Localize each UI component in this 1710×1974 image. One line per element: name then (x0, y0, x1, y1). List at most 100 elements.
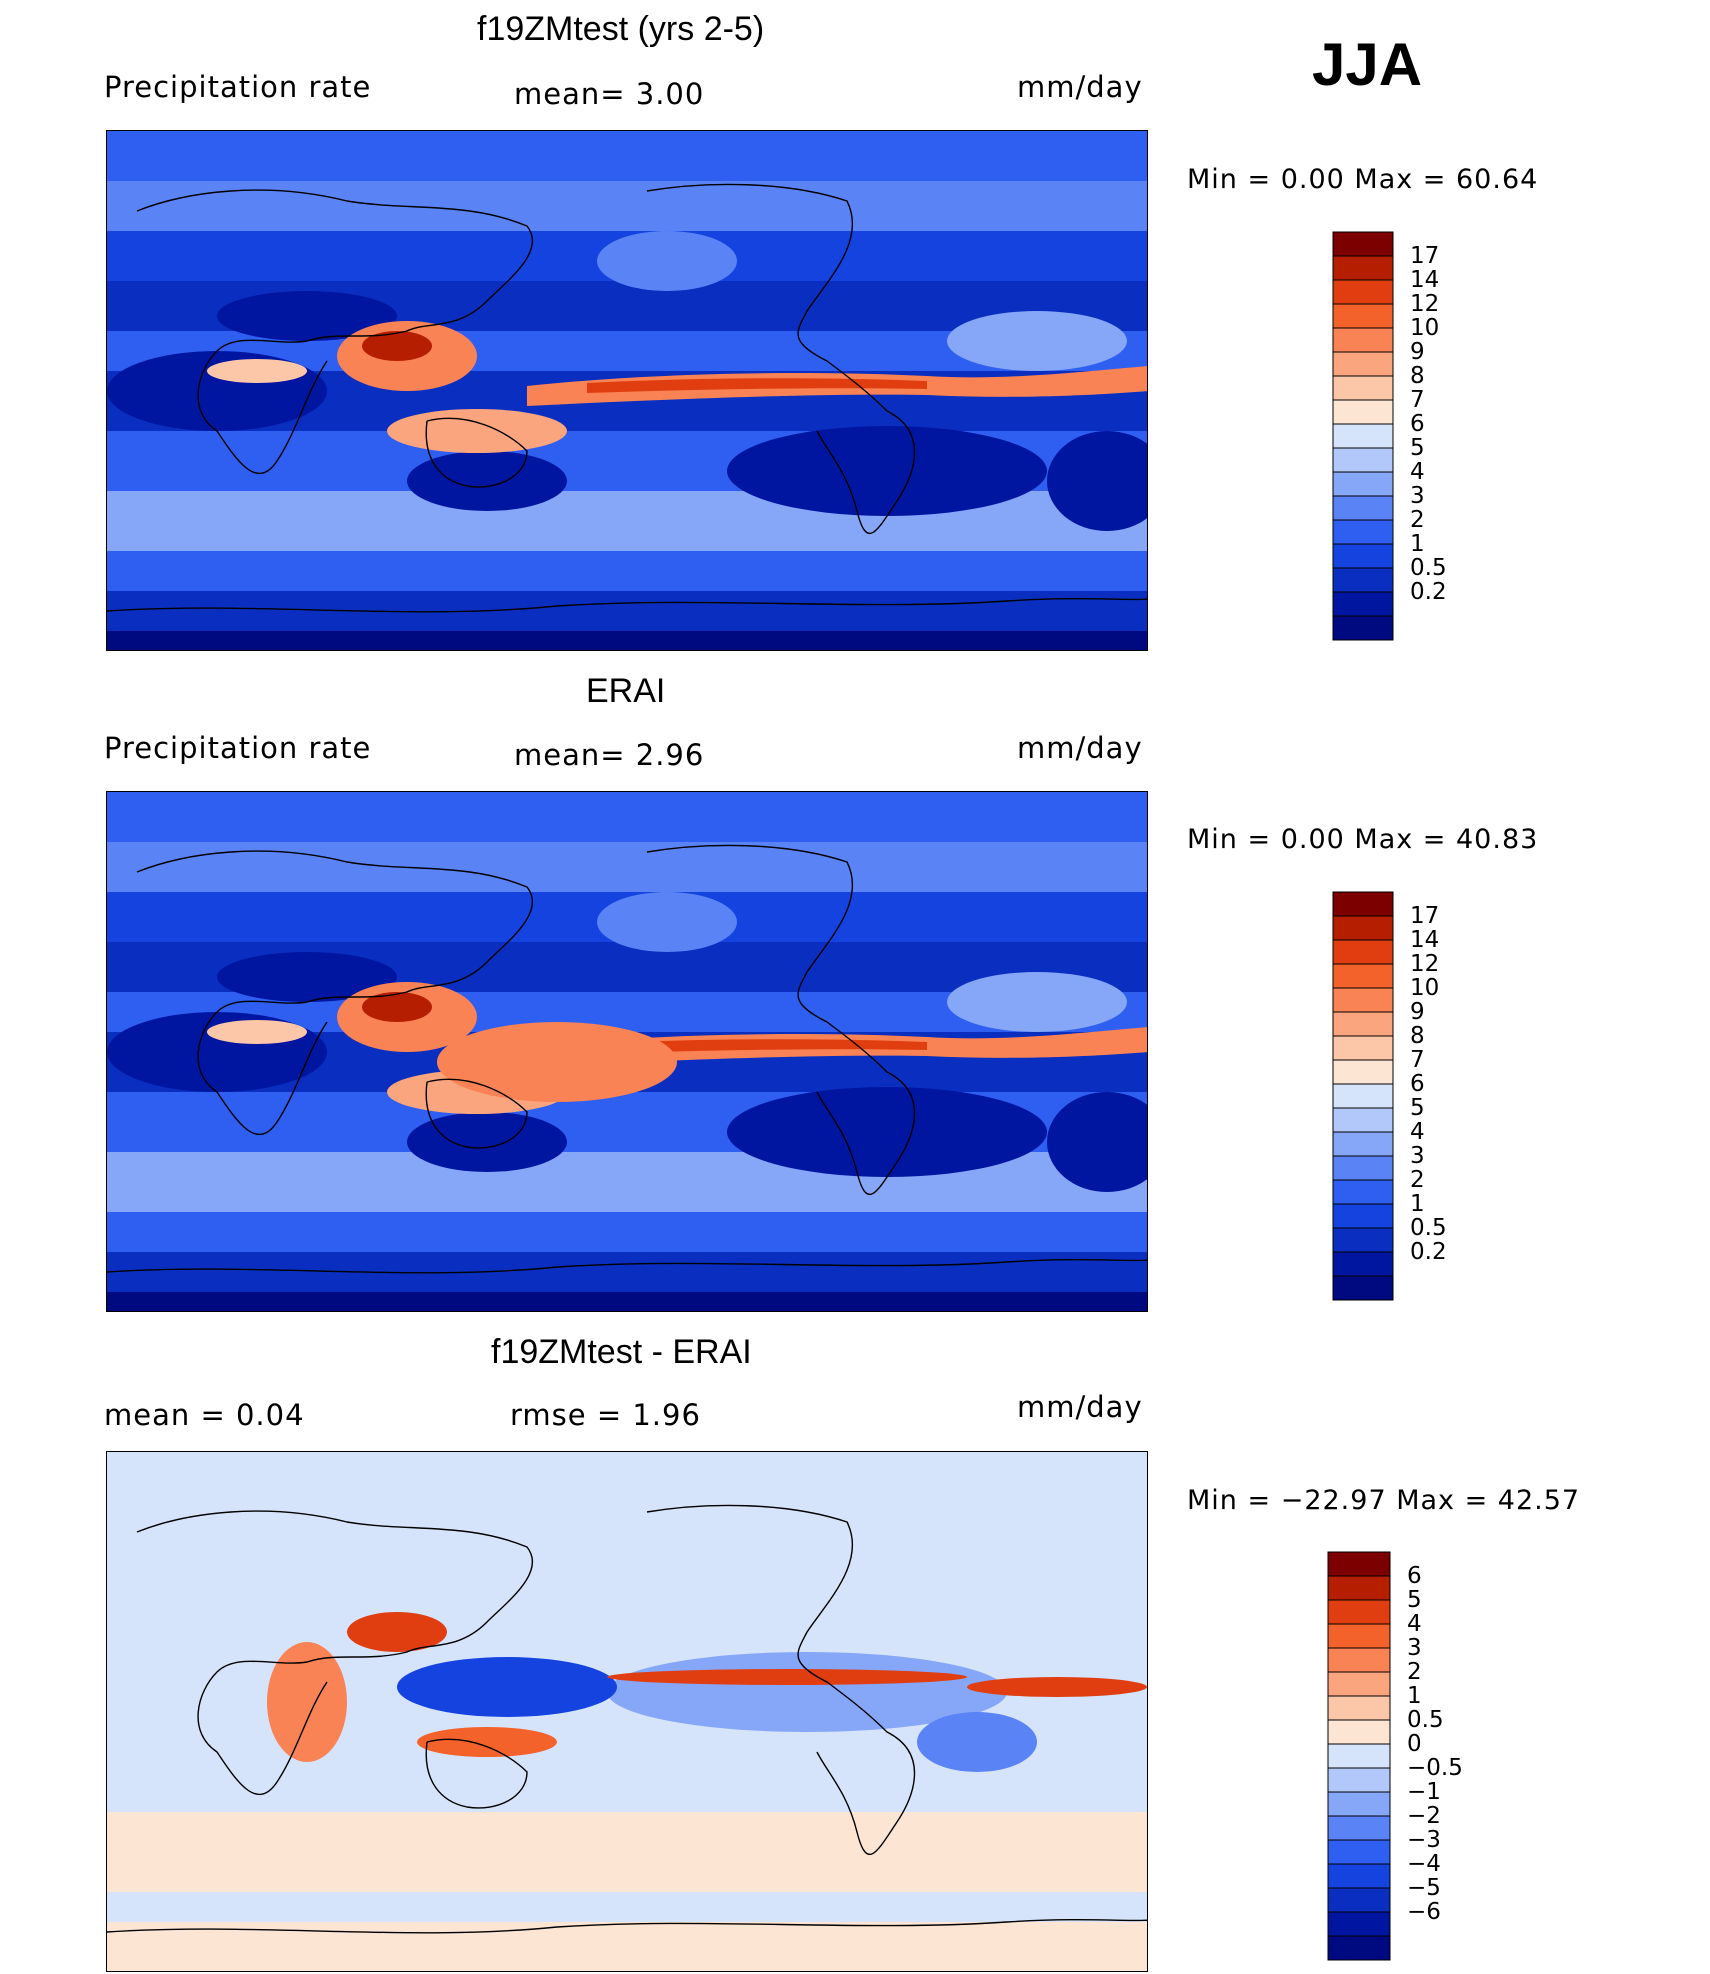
colorbar-tick-label: 4 (1410, 1119, 1425, 1145)
colorbar-swatch (1332, 1179, 1394, 1205)
colorbar-tick-label: 5 (1410, 435, 1425, 461)
colorbar-swatch (1332, 519, 1394, 545)
field-band (107, 631, 1147, 650)
colorbar-swatch (1327, 1815, 1391, 1841)
colorbar-tick-label: 1 (1407, 1683, 1422, 1709)
colorbar-tick-label: 0.5 (1410, 1215, 1447, 1241)
colorbar-tick-label: −6 (1407, 1899, 1441, 1925)
field-bg (107, 1452, 1147, 1971)
field-band (107, 792, 1147, 842)
colorbar-tick-label: 10 (1410, 315, 1440, 341)
field-blob (407, 1112, 567, 1172)
colorbar-tick-label: 7 (1410, 387, 1425, 413)
colorbar-tick-label: 3 (1410, 1143, 1425, 1169)
coastline (425, 1738, 528, 1809)
panel-3-mean: mean = 0.04 (104, 1398, 305, 1432)
field-blob (1047, 1092, 1147, 1192)
panel-1-field (107, 131, 1147, 650)
colorbar-swatch (1332, 1251, 1394, 1277)
colorbar-tick-label: −2 (1407, 1803, 1441, 1829)
coastline (107, 1259, 1147, 1274)
colorbar-tick-label: −4 (1407, 1851, 1441, 1877)
colorbar-swatch (1327, 1599, 1391, 1625)
panel-3-map (106, 1451, 1148, 1972)
colorbar-swatches (1332, 891, 1394, 1301)
colorbar-swatch (1332, 915, 1394, 941)
field-band (107, 1812, 1147, 1892)
colorbar-swatch (1332, 327, 1394, 353)
panel-1-units: mm/day (1017, 70, 1143, 104)
colorbar-swatch (1332, 1203, 1394, 1229)
colorbar-swatch (1327, 1743, 1391, 1769)
field-blob (727, 1087, 1047, 1177)
colorbar-tick-label: −0.5 (1407, 1755, 1463, 1781)
colorbar-swatch (1332, 615, 1394, 641)
colorbar-swatch (1332, 987, 1394, 1013)
colorbar-tick-label: 6 (1407, 1563, 1422, 1589)
colorbar-swatches (1327, 1551, 1391, 1961)
colorbar-tick-label: 2 (1407, 1659, 1422, 1685)
colorbar-tick-label: 8 (1410, 363, 1425, 389)
colorbar-swatch (1327, 1911, 1391, 1937)
colorbar-swatch (1332, 1275, 1394, 1301)
field-blob (727, 426, 1047, 516)
coastline (107, 1919, 1147, 1934)
colorbar-tick-label: 2 (1410, 1167, 1425, 1193)
colorbar-swatch (1327, 1791, 1391, 1817)
colorbar-swatch (1332, 231, 1394, 257)
colorbar-swatch (1332, 1035, 1394, 1061)
field-blob (217, 291, 397, 341)
colorbar-swatch (1332, 1227, 1394, 1253)
colorbar-swatch (1332, 423, 1394, 449)
field-monsoon-core (362, 331, 432, 361)
colorbar-swatch (1327, 1863, 1391, 1889)
field-blob (597, 231, 737, 291)
colorbar-swatch (1332, 1131, 1394, 1157)
coastline (425, 417, 528, 488)
panel-2-title: ERAI (586, 672, 666, 710)
field-band (107, 1252, 1147, 1292)
colorbar-swatch (1332, 255, 1394, 281)
colorbar-swatch (1327, 1551, 1391, 1577)
colorbar-swatch (1327, 1887, 1391, 1913)
field-blob (407, 451, 567, 511)
field-band (107, 131, 1147, 181)
panel-1-minmax: Min = 0.00 Max = 60.64 (1187, 164, 1539, 195)
colorbar-swatch (1332, 1059, 1394, 1085)
colorbar-swatch (1332, 1107, 1394, 1133)
colorbar-swatch (1327, 1671, 1391, 1697)
colorbar-swatch (1332, 375, 1394, 401)
field-blob (947, 972, 1127, 1032)
colorbar-tick-label: 9 (1410, 339, 1425, 365)
colorbar-swatch (1332, 1155, 1394, 1181)
colorbar-tick-label: 6 (1410, 1071, 1425, 1097)
colorbar-tick-label: 6 (1410, 411, 1425, 437)
colorbar-tick-label: 14 (1410, 267, 1440, 293)
colorbar-swatch (1332, 567, 1394, 593)
panel-3-title: f19ZMtest - ERAI (491, 1333, 752, 1371)
panel-2-minmax: Min = 0.00 Max = 40.83 (1187, 824, 1539, 855)
colorbar-swatch (1332, 891, 1394, 917)
panel-2-map (106, 791, 1148, 1312)
field-blob (217, 952, 397, 1002)
colorbar-tick-label: 7 (1410, 1047, 1425, 1073)
panel-3-field (107, 1452, 1147, 1971)
colorbar-tick-label: −3 (1407, 1827, 1441, 1853)
panel-1-colorbar: 17 14 12 10 9 8 7 6 5 4 3 2 1 0.5 0.2 (1332, 231, 1447, 641)
colorbar-tick-label: 17 (1410, 903, 1440, 929)
panel-1-title: f19ZMtest (yrs 2-5) (477, 10, 765, 48)
colorbar-swatch (1332, 399, 1394, 425)
colorbar-tick-label: 0.2 (1410, 579, 1447, 605)
colorbar-swatch (1332, 939, 1394, 965)
panel-3-units: mm/day (1017, 1390, 1143, 1424)
panel-1-mean: mean= 3.00 (514, 77, 705, 111)
coastline (136, 1510, 534, 1796)
colorbar-tick-label: 17 (1410, 243, 1440, 269)
field-itcz-core (587, 1039, 927, 1054)
field-blob (967, 1677, 1147, 1697)
colorbar-swatch (1332, 591, 1394, 617)
panel-2-mean: mean= 2.96 (514, 738, 705, 772)
field-band (107, 1292, 1147, 1311)
field-band (107, 591, 1147, 631)
colorbar-swatch (1332, 471, 1394, 497)
